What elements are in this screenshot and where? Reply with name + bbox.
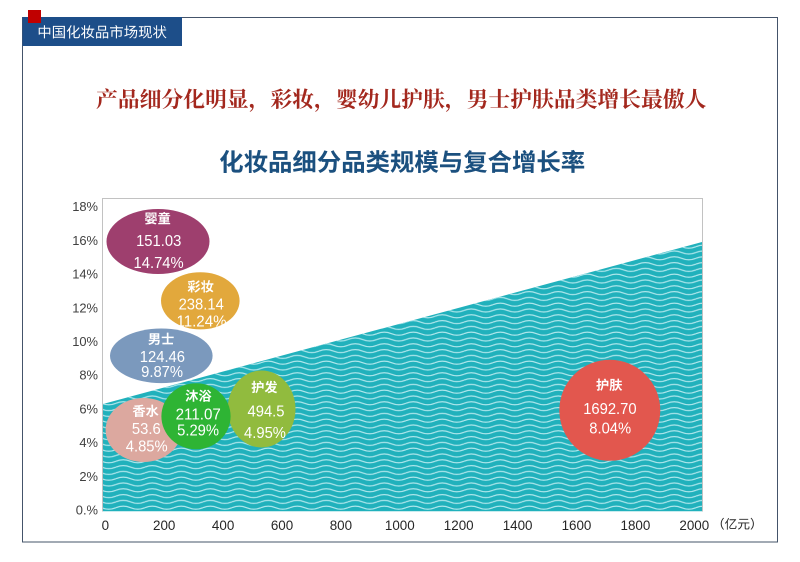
svg-text:0.%: 0.% (76, 503, 98, 518)
svg-text:6%: 6% (79, 401, 98, 416)
svg-text:11.24%: 11.24% (176, 314, 226, 331)
svg-text:124.46: 124.46 (140, 349, 185, 366)
svg-text:53.6: 53.6 (132, 421, 161, 438)
svg-text:400: 400 (212, 518, 234, 533)
svg-text:4%: 4% (79, 435, 98, 450)
svg-text:14%: 14% (72, 267, 98, 282)
svg-text:16%: 16% (72, 233, 98, 248)
svg-text:1800: 1800 (621, 518, 651, 533)
svg-text:8.04%: 8.04% (589, 421, 631, 438)
svg-text:2000: 2000 (679, 518, 709, 533)
svg-text:12%: 12% (72, 300, 98, 315)
svg-text:211.07: 211.07 (176, 407, 221, 424)
svg-text:1692.70: 1692.70 (583, 401, 636, 418)
svg-text:14.74%: 14.74% (134, 255, 184, 272)
svg-text:494.5: 494.5 (248, 403, 285, 420)
svg-text:1600: 1600 (562, 518, 592, 533)
svg-text:4.85%: 4.85% (126, 438, 168, 455)
svg-text:9.87%: 9.87% (141, 364, 183, 381)
svg-text:5.29%: 5.29% (177, 423, 219, 440)
svg-text:0: 0 (102, 518, 109, 533)
svg-text:4.95%: 4.95% (244, 425, 286, 442)
svg-text:1200: 1200 (444, 518, 474, 533)
svg-text:151.03: 151.03 (136, 233, 181, 250)
svg-text:8%: 8% (79, 368, 98, 383)
svg-text:600: 600 (271, 518, 293, 533)
svg-text:2%: 2% (79, 469, 98, 484)
svg-text:1400: 1400 (503, 518, 533, 533)
svg-text:1000: 1000 (385, 518, 415, 533)
svg-text:800: 800 (330, 518, 352, 533)
svg-text:200: 200 (153, 518, 175, 533)
svg-text:10%: 10% (72, 334, 98, 349)
svg-text:18%: 18% (72, 199, 98, 214)
svg-text:238.14: 238.14 (179, 297, 225, 314)
